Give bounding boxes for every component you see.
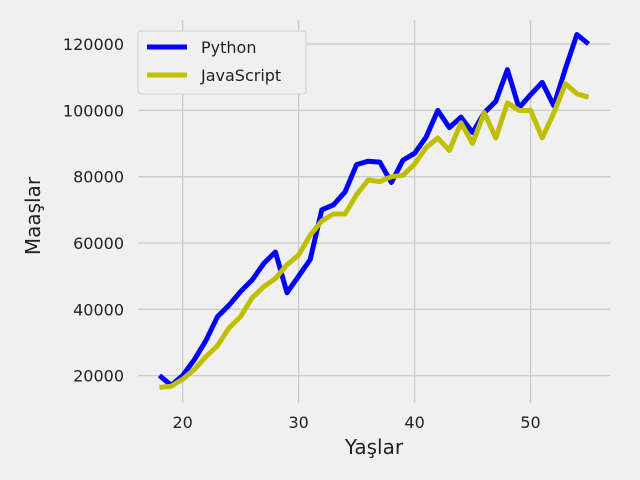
y-tick-label: 60000 bbox=[73, 234, 124, 253]
y-tick-label: 100000 bbox=[63, 101, 124, 120]
y-tick-label: 20000 bbox=[73, 367, 124, 386]
y-tick-label: 120000 bbox=[63, 35, 124, 54]
x-tick-label: 20 bbox=[172, 413, 192, 432]
series-line-python bbox=[157, 32, 591, 388]
legend-label-python: Python bbox=[201, 38, 256, 57]
y-tick-label: 80000 bbox=[73, 168, 124, 187]
x-tick-labels: 20 30 40 50 bbox=[172, 413, 540, 432]
x-tick-label: 50 bbox=[520, 413, 540, 432]
series-line-javascript bbox=[159, 81, 590, 390]
legend: Python JavaScript bbox=[137, 30, 307, 95]
x-axis-label: Yaşlar bbox=[344, 435, 404, 459]
y-tick-labels: 20000 40000 60000 80000 100000 120000 bbox=[63, 35, 124, 386]
series-lines bbox=[157, 32, 591, 390]
y-axis-label: Maaşlar bbox=[21, 176, 45, 255]
x-tick-label: 30 bbox=[288, 413, 308, 432]
legend-label-javascript: JavaScript bbox=[200, 66, 281, 85]
y-tick-label: 40000 bbox=[73, 300, 124, 319]
x-tick-label: 40 bbox=[404, 413, 424, 432]
